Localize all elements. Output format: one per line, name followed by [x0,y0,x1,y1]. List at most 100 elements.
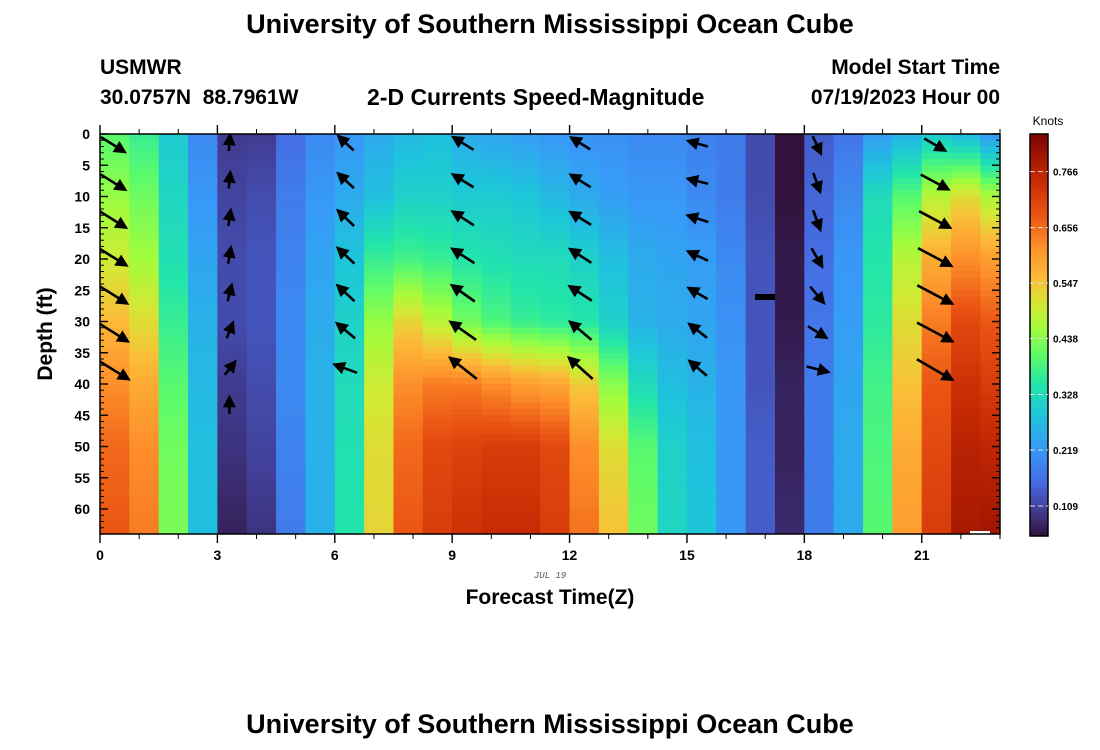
heatmap-cell [980,227,1000,235]
heatmap-cell [510,196,541,204]
heatmap-cell [804,196,835,204]
heatmap-cell [775,359,805,366]
heatmap-cell [657,190,688,198]
heatmap-cell [364,352,395,360]
heatmap-cell [716,477,747,485]
heatmap-cell [569,277,600,285]
heatmap-cell [628,490,659,498]
heatmap-cell [833,502,864,510]
heatmap-cell [305,184,336,191]
heatmap-cell [481,227,512,235]
heatmap-cell [745,165,776,173]
heatmap-cell [393,434,424,441]
heatmap-cell [892,134,923,141]
heatmap-cell [863,277,893,285]
heatmap-cell [188,515,218,523]
heatmap-cell [188,177,218,185]
heatmap-cell [569,271,600,279]
heatmap-cell [598,302,629,310]
heatmap-cell [393,452,424,460]
y-tick-label: 50 [74,439,90,455]
heatmap-cell [775,509,805,516]
heatmap-cell [334,396,365,404]
heatmap-cell [775,165,805,173]
heatmap-cell [393,246,424,254]
heatmap-cell [804,521,835,529]
heatmap-cell [334,359,365,366]
heatmap-cell [628,352,659,360]
heatmap-cell [393,402,424,410]
heatmap-cell [628,134,659,141]
heatmap-cell [745,321,776,329]
heatmap-cell [921,490,952,498]
current-vector-arrow [100,322,131,343]
heatmap-cell [305,509,336,516]
heatmap-cell [804,346,835,354]
heatmap-cell [569,459,600,466]
heatmap-cell [100,134,130,141]
heatmap-cell [951,352,982,360]
heatmap-cell [804,459,835,466]
heatmap-cell [452,396,483,404]
heatmap-cell [246,521,277,529]
heatmap-cell [452,515,483,523]
colorbar-segment [1030,471,1048,477]
heatmap-cell [657,165,688,173]
heatmap-cell [364,415,395,423]
heatmap-cell [334,484,365,491]
heatmap-cell [716,152,747,160]
heatmap-cell [422,502,453,510]
current-vector-arrow [923,137,948,152]
heatmap-cell [217,215,248,223]
heatmap-cell [481,465,512,473]
heatmap-cell [364,315,395,323]
heatmap-cell [305,146,336,154]
heatmap-cell [217,165,248,173]
heatmap-cell [452,252,483,260]
heatmap-cell [334,265,365,273]
heatmap-cell [980,296,1000,304]
heatmap-cell [393,334,424,341]
colorbar-segment [1030,134,1048,139]
heatmap-cell [804,340,835,348]
heatmap-cell [334,515,365,523]
heatmap-cell [422,409,453,416]
current-vector-arrow [222,134,236,152]
heatmap-cell [569,315,600,323]
heatmap-cell [863,502,893,510]
heatmap-cell [775,365,805,373]
heatmap-cell [775,490,805,498]
heatmap-cell [510,415,541,423]
heatmap-cell [364,396,395,404]
heatmap-cell [393,177,424,185]
heatmap-cell [804,490,835,498]
heatmap-cell [745,521,776,529]
x-tick-label: 0 [96,547,104,563]
heatmap-cell [657,221,688,229]
heatmap-cell [775,321,805,329]
heatmap-cell [158,271,189,279]
heatmap-cell [921,359,952,366]
heatmap-cell [217,490,248,498]
heatmap-cell [921,346,952,354]
heatmap-cell [422,196,453,204]
heatmap-cell [217,334,248,341]
heatmap-cell [598,509,629,516]
current-vector-arrow [916,284,955,305]
heatmap-cell [393,152,424,160]
heatmap-cell [745,496,776,504]
heatmap-cell [716,390,747,398]
colorbar-tick-label: 0.656 [1053,224,1078,235]
heatmap-cell [100,146,130,154]
heatmap-cell [833,421,864,429]
heatmap-cell [276,346,307,354]
heatmap-cell [481,527,512,534]
colorbar-segment [1030,487,1048,493]
heatmap-cell [775,196,805,204]
heatmap-cell [364,321,395,329]
heatmap-cell [510,215,541,223]
heatmap-cell [716,340,747,348]
heatmap-cell [951,415,982,423]
heatmap-cell [628,527,659,534]
heatmap-cell [833,240,864,248]
